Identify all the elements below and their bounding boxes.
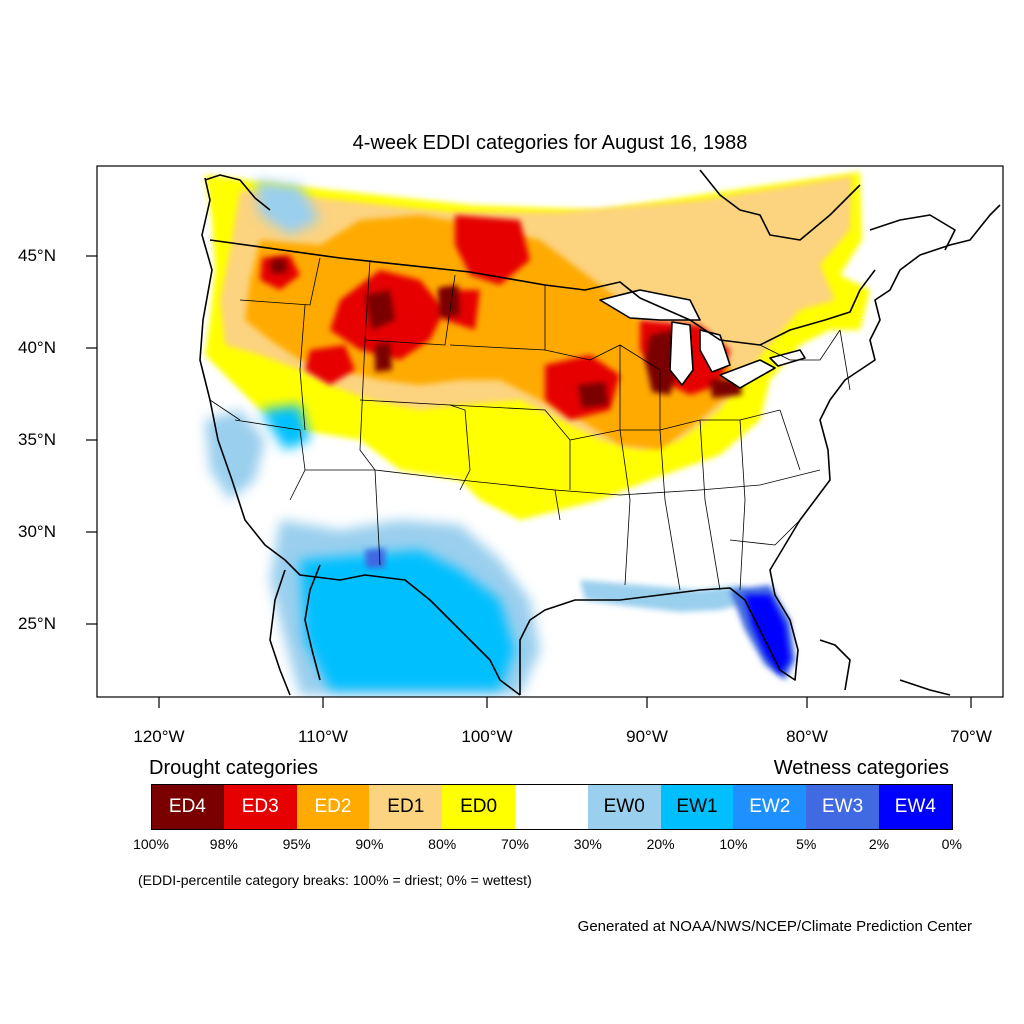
legend-swatch-ew1: EW1 <box>660 784 735 830</box>
ew1-region <box>300 550 515 690</box>
legend-swatch-ew3: EW3 <box>806 784 880 830</box>
ew1-westcoast <box>205 410 265 500</box>
lat-tick-label: 25°N <box>18 614 56 633</box>
credit-line: Generated at NOAA/NWS/NCEP/Climate Predi… <box>577 918 972 935</box>
plot-frame <box>96 165 1004 698</box>
lat-tick-label: 30°N <box>18 522 56 541</box>
percentile-label: 30% <box>573 836 602 852</box>
category-note: (EDDI-percentile category breaks: 100% =… <box>138 872 532 888</box>
legend-swatch-ew4: EW4 <box>879 784 953 830</box>
ew4-region <box>745 595 790 675</box>
map-title: 4-week EDDI categories for August 16, 19… <box>352 132 748 154</box>
wetness-categories-heading: Wetness categories <box>773 757 949 779</box>
percentile-label: 80% <box>428 836 457 852</box>
legend-swatch-ew2: EW2 <box>733 784 808 830</box>
percentile-label: 95% <box>282 836 311 852</box>
legend-swatch-ed0: ED0 <box>442 784 516 830</box>
percentile-label: 10% <box>719 836 748 852</box>
legend-swatch-ew0: EW0 <box>587 784 662 830</box>
drought-categories-heading: Drought categories <box>149 757 318 779</box>
legend-swatch-neutral <box>515 784 589 830</box>
legend-swatch-ed1: ED1 <box>369 784 444 830</box>
percentile-label: 98% <box>209 836 238 852</box>
lon-tick-label: 120°W <box>133 727 185 746</box>
percentile-label: 20% <box>646 836 675 852</box>
percentile-label: 2% <box>868 836 890 852</box>
lon-tick-label: 90°W <box>626 727 668 746</box>
percentile-label: 90% <box>355 836 384 852</box>
legend-swatch-ed4: ED4 <box>151 784 224 830</box>
ed4-region <box>270 258 742 408</box>
percentile-label: 5% <box>796 836 817 852</box>
legend-swatch-ed3: ED3 <box>223 784 298 830</box>
lon-tick-label: 110°W <box>298 727 348 746</box>
percentile-label: 0% <box>941 836 962 852</box>
us-outline <box>199 177 521 696</box>
lon-tick-label: 100°W <box>461 727 513 746</box>
lat-tick-label: 45°N <box>18 246 56 265</box>
percentile-label: 70% <box>500 836 530 852</box>
lat-tick-label: 35°N <box>18 430 56 449</box>
lon-tick-label: 70°W <box>950 727 992 746</box>
lon-tick-label: 80°W <box>786 727 828 746</box>
percentile-label: 100% <box>133 836 169 852</box>
lat-tick-label: 40°N <box>18 338 56 357</box>
legend-swatch-ed2: ED2 <box>296 784 371 830</box>
